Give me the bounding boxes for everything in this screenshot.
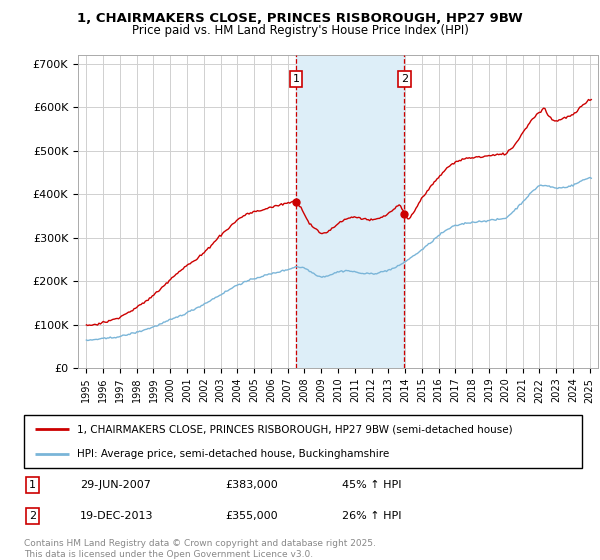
Bar [296, 55, 404, 368]
Text: £383,000: £383,000 [225, 480, 278, 490]
Text: 2: 2 [29, 511, 36, 521]
Text: Price paid vs. HM Land Registry's House Price Index (HPI): Price paid vs. HM Land Registry's House … [131, 24, 469, 36]
Text: HPI: Average price, semi-detached house, Buckinghamshire: HPI: Average price, semi-detached house,… [77, 449, 389, 459]
Text: 1: 1 [292, 74, 299, 84]
Text: 29-JUN-2007: 29-JUN-2007 [80, 480, 151, 490]
Text: 19-DEC-2013: 19-DEC-2013 [80, 511, 154, 521]
Text: 1, CHAIRMAKERS CLOSE, PRINCES RISBOROUGH, HP27 9BW: 1, CHAIRMAKERS CLOSE, PRINCES RISBOROUGH… [77, 12, 523, 25]
Text: 45% ↑ HPI: 45% ↑ HPI [342, 480, 401, 490]
Text: £355,000: £355,000 [225, 511, 278, 521]
Text: 1: 1 [29, 480, 36, 490]
Text: Contains HM Land Registry data © Crown copyright and database right 2025.
This d: Contains HM Land Registry data © Crown c… [24, 539, 376, 559]
Text: 2: 2 [401, 74, 408, 84]
Text: 26% ↑ HPI: 26% ↑ HPI [342, 511, 401, 521]
Text: 1, CHAIRMAKERS CLOSE, PRINCES RISBOROUGH, HP27 9BW (semi-detached house): 1, CHAIRMAKERS CLOSE, PRINCES RISBOROUGH… [77, 424, 512, 435]
FancyBboxPatch shape [24, 415, 582, 468]
